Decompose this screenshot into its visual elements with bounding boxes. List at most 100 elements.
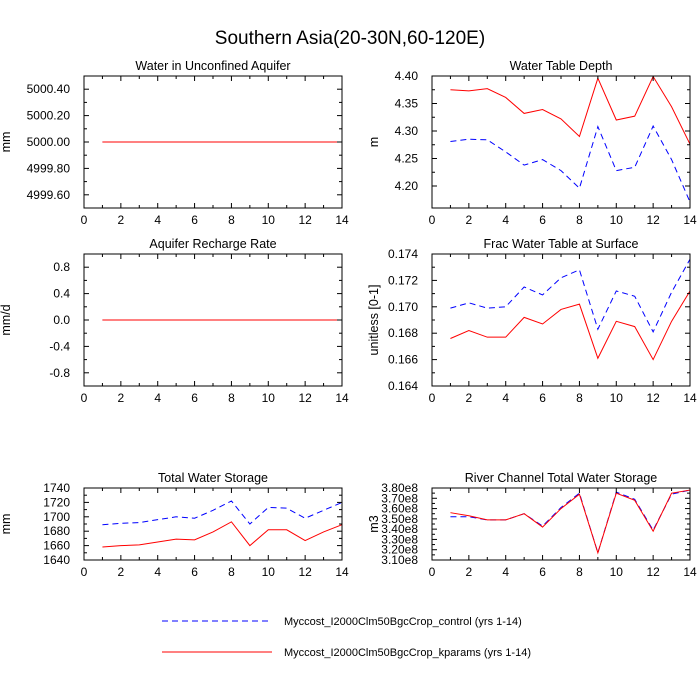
x-tick-label: 6 (539, 565, 546, 579)
x-tick-label: 0 (81, 565, 88, 579)
x-tick-label: 12 (646, 565, 660, 579)
panel: River Channel Total Water Storage 0 2 4 6 8 10… (367, 471, 697, 579)
plot-frame (83, 487, 343, 561)
x-tick-label: 2 (466, 391, 473, 405)
legend-label: Myccost_I2000Clm50BgcCrop_control (yrs 1… (284, 616, 522, 628)
x-tick-label: 6 (539, 391, 546, 405)
x-tick-label: 14 (683, 213, 697, 227)
y-tick-label: 3.60e8 (381, 502, 418, 516)
x-tick-label: 12 (646, 213, 660, 227)
panel-title: Aquifer Recharge Rate (149, 237, 276, 251)
series-line-control (450, 124, 691, 203)
x-tick-label: 14 (683, 565, 697, 579)
y-tick-label: 0.168 (388, 326, 418, 340)
x-tick-label: 10 (262, 391, 276, 405)
figure-title: Southern Asia(20-30N,60-120E) (215, 28, 485, 49)
y-tick-label: 0.164 (388, 379, 418, 393)
y-tick-label: 4.20 (395, 179, 419, 193)
panel: Water Table Depth 0 2 4 6 8 10 12 14 4.20 4.25 4.30… (367, 59, 697, 227)
legend: Myccost_I2000Clm50BgcCrop_control (yrs 1… (162, 616, 531, 659)
x-tick-label: 0 (429, 391, 436, 405)
x-tick-label: 6 (191, 213, 198, 227)
y-tick-label: 0.4 (53, 287, 70, 301)
x-tick-label: 2 (118, 565, 125, 579)
x-tick-label: 10 (610, 565, 624, 579)
y-tick-label: 1700 (43, 510, 70, 524)
y-tick-label: 3.80e8 (381, 481, 418, 495)
panel: Frac Water Table at Surface 0 2 4 6 8 10 12 14 0.… (367, 237, 697, 405)
y-tick-label: 3.40e8 (381, 522, 418, 536)
y-tick-label: 3.10e8 (381, 553, 418, 567)
x-tick-label: 8 (228, 565, 235, 579)
y-tick-label: 4.25 (395, 152, 419, 166)
y-tick-label: 1720 (43, 495, 70, 509)
plot-frame (431, 75, 691, 209)
x-tick-label: 2 (466, 213, 473, 227)
y-tick-label: 5000.00 (27, 135, 71, 149)
x-tick-label: 0 (81, 213, 88, 227)
panel-title: Water in Unconfined Aquifer (135, 59, 290, 73)
y-tick-label: 1740 (43, 481, 70, 495)
legend-label: Myccost_I2000Clm50BgcCrop_kparams (yrs 1… (284, 647, 531, 659)
y-tick-label: 4.35 (395, 97, 419, 111)
series-line-control (450, 259, 691, 334)
x-tick-label: 8 (228, 213, 235, 227)
x-tick-label: 8 (228, 391, 235, 405)
y-tick-label: -0.4 (49, 339, 70, 353)
x-tick-label: 6 (539, 213, 546, 227)
x-tick-label: 4 (502, 391, 509, 405)
series-line-kparams (102, 521, 343, 548)
panel: Aquifer Recharge Rate 0 2 4 6 8 10 12 14 -0.8 -0.4… (0, 237, 349, 405)
x-tick-label: 12 (298, 391, 312, 405)
y-tick-label: 4.40 (395, 69, 419, 83)
y-tick-label: 5000.20 (27, 109, 71, 123)
x-tick-label: 2 (466, 565, 473, 579)
series-line-kparams (450, 489, 691, 555)
y-axis-label: mm (0, 514, 13, 535)
panel-title: River Channel Total Water Storage (465, 471, 658, 485)
y-axis-label: mm/d (0, 304, 13, 335)
x-tick-label: 14 (683, 391, 697, 405)
x-tick-label: 2 (118, 391, 125, 405)
plot-frame (431, 253, 691, 387)
y-tick-label: 1640 (43, 553, 70, 567)
x-tick-label: 4 (154, 565, 161, 579)
y-tick-label: 3.50e8 (381, 512, 418, 526)
y-tick-label: 0.8 (53, 260, 70, 274)
x-tick-label: 12 (298, 565, 312, 579)
series-line-control (102, 500, 343, 526)
x-tick-label: 12 (298, 213, 312, 227)
x-tick-label: 8 (576, 213, 583, 227)
panels: Water in Unconfined Aquifer 0 2 4 6 8 10 12 14 49… (0, 59, 697, 579)
y-tick-label: 4.30 (395, 124, 419, 138)
y-tick-label: 5000.40 (27, 82, 71, 96)
series-line-kparams (450, 290, 691, 361)
panel: Water in Unconfined Aquifer 0 2 4 6 8 10 12 14 49… (0, 59, 349, 227)
y-tick-label: 1680 (43, 524, 70, 538)
panel: Total Water Storage 0 2 4 6 8 10 12 14 1640166016… (0, 471, 349, 579)
y-tick-label: 3.20e8 (381, 543, 418, 557)
x-tick-label: 4 (154, 213, 161, 227)
x-tick-label: 4 (502, 213, 509, 227)
x-tick-label: 0 (81, 391, 88, 405)
x-tick-label: 8 (576, 565, 583, 579)
x-tick-label: 14 (335, 565, 349, 579)
series-line-control (450, 489, 691, 555)
y-tick-label: 4999.60 (27, 188, 71, 202)
x-tick-label: 4 (154, 391, 161, 405)
series-line-kparams (450, 75, 691, 145)
y-axis-label: m (367, 137, 381, 147)
y-tick-label: 0.170 (388, 300, 418, 314)
x-tick-label: 12 (646, 391, 660, 405)
y-tick-label: -0.8 (49, 366, 70, 380)
panel-title: Frac Water Table at Surface (484, 237, 639, 251)
y-axis-label: unitless [0-1] (367, 285, 381, 356)
plot-frame (431, 487, 691, 561)
x-tick-label: 8 (576, 391, 583, 405)
x-tick-label: 0 (429, 213, 436, 227)
x-tick-label: 0 (429, 565, 436, 579)
panel-title: Water Table Depth (510, 59, 613, 73)
x-tick-label: 10 (262, 565, 276, 579)
x-tick-label: 10 (262, 213, 276, 227)
y-tick-label: 0.0 (53, 313, 70, 327)
